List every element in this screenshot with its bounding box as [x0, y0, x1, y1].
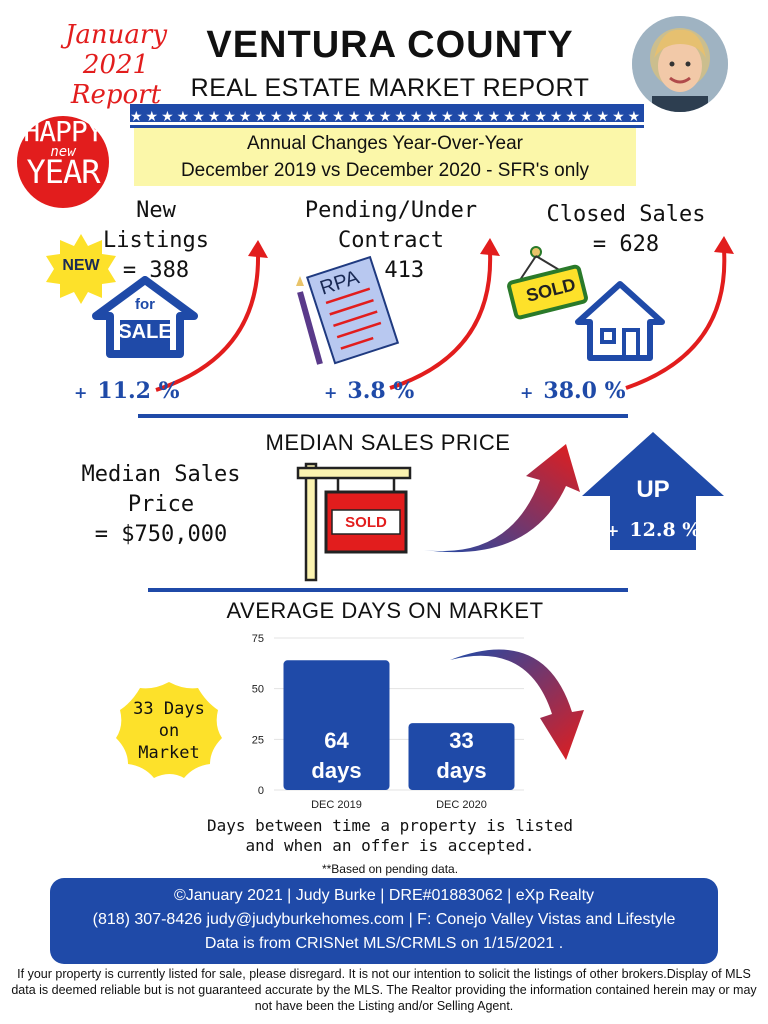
for-sale-house-icon: for SALE	[92, 276, 198, 358]
growth-arrow-icon	[384, 234, 514, 394]
dom-section-title: AVERAGE DAYS ON MARKET	[226, 598, 544, 623]
bar-dec-2019	[283, 660, 390, 790]
pending-change-value: 3.8 %	[347, 378, 415, 404]
section-divider	[138, 414, 628, 418]
footer-line1: ©January 2021 | Judy Burke | DRE#0188306…	[173, 887, 595, 904]
sale-text: SALE	[118, 321, 172, 343]
x-tick-label: DEC 2020	[436, 799, 487, 811]
avatar-photo	[632, 16, 728, 112]
pending-label: Pending/Under Contract	[304, 198, 478, 253]
page-title: VENTURA COUNTY	[206, 24, 574, 66]
house-outline-icon	[574, 278, 666, 362]
new-listings-change-value: 11.2 %	[97, 378, 180, 404]
report-date-line1: January 2021	[64, 20, 168, 80]
new-listings-change-sign: +	[74, 383, 88, 402]
section-divider	[148, 588, 628, 592]
new-listings-label: New Listings	[103, 198, 209, 253]
dom-caption-line2: and when an offer is accepted.	[245, 836, 535, 855]
bar-value-label: 33	[449, 728, 473, 753]
sold-post-sign-icon: SOLD	[294, 458, 414, 582]
new-listings-change: +11.2 %	[74, 378, 180, 404]
new-listings-stat: New Listings = 388	[86, 196, 226, 286]
new-starburst-icon: NEW	[44, 232, 118, 306]
pending-change: +3.8 %	[324, 378, 414, 404]
median-price-label: Median Sales Price	[81, 462, 241, 517]
closed-sales-stat: Closed Sales = 628	[546, 200, 706, 260]
closed-sales-change-sign: +	[520, 383, 534, 402]
sold-sign-icon: SOLD	[506, 244, 590, 324]
down-arrow-icon	[448, 644, 588, 764]
happy-text: HAPPY	[23, 115, 103, 148]
badge-line3: Market	[138, 743, 200, 763]
contract-document-icon: RPA	[290, 252, 410, 372]
dom-caption: Days between time a property is listed a…	[180, 816, 600, 856]
growth-arrow-icon	[150, 236, 280, 396]
median-change-value: 12.8 %	[629, 519, 701, 541]
closed-sales-change: +38.0 %	[520, 378, 626, 404]
bar-unit-label: days	[311, 758, 361, 783]
closed-sales-label: Closed Sales	[546, 202, 706, 227]
dom-caption-line1: Days between time a property is listed	[206, 816, 574, 835]
dom-bar-chart: 0 25 50 75 64 days DEC 2019 33 days DEC 2020	[240, 628, 540, 818]
growth-arrow-icon	[620, 232, 750, 394]
new-listings-value: = 388	[122, 258, 190, 283]
median-change: +12.8 %	[606, 516, 716, 542]
banner-line1: Annual Changes Year-Over-Year	[246, 133, 524, 154]
bar-unit-label: days	[436, 758, 486, 783]
badge-line1: 33 Days	[133, 699, 205, 719]
footer-banner: ©January 2021 | Judy Burke | DRE#0188306…	[50, 878, 718, 964]
stars-banner: ★★★★★★★★★★★★★★★★★★★★★★★★★★★★★★★★★★★★★★★★	[130, 104, 644, 128]
median-section-title: MEDIAN SALES PRICE	[265, 430, 511, 455]
bar-dec-2020	[408, 723, 515, 790]
dom-note: **Based on pending data.	[321, 862, 459, 876]
badge-line2: on	[158, 721, 180, 741]
footer-line2: (818) 307-8426 judy@judyburkehomes.com |…	[92, 911, 676, 928]
year-text: YEAR	[26, 153, 100, 191]
days-on-market-badge: 33 Days on Market	[114, 680, 224, 784]
new-badge-text: NEW	[62, 257, 100, 274]
up-arrow-icon: UP +12.8 %	[580, 430, 726, 552]
growth-arrow-icon	[420, 440, 590, 570]
median-change-sign: +	[606, 521, 620, 540]
y-tick-label: 50	[252, 684, 264, 696]
for-text: for	[135, 296, 155, 313]
up-label: UP	[636, 476, 670, 503]
banner-line2: December 2019 vs December 2020 - SFR's o…	[180, 160, 590, 181]
days-on-market-badge-text: 33 Days on Market	[114, 698, 224, 764]
median-price-value: = $750,000	[94, 522, 228, 547]
page-subtitle: REAL ESTATE MARKET REPORT	[190, 74, 590, 102]
closed-sales-change-value: 38.0 %	[543, 378, 626, 404]
median-sold-text: SOLD	[345, 514, 387, 531]
disclaimer-text: If your property is currently listed for…	[11, 967, 757, 1013]
bar-value-label: 64	[324, 728, 349, 753]
y-tick-label: 25	[252, 734, 264, 746]
y-tick-label: 0	[258, 785, 264, 797]
happy-new-year-badge: HAPPY new YEAR	[14, 114, 112, 210]
y-tick-label: 75	[252, 633, 264, 645]
pending-stat: Pending/Under Contract = 413	[266, 196, 516, 286]
median-price-stat: Median Sales Price = $750,000	[56, 460, 266, 550]
dom-chart-svg: 0 25 50 75 64 days DEC 2019 33 days DEC 2020	[252, 633, 524, 811]
footer-line3: Data is from CRISNet MLS/CRMLS on 1/15/2…	[204, 935, 564, 952]
closed-sales-value: = 628	[592, 232, 660, 257]
comparison-banner: Annual Changes Year-Over-Year December 2…	[134, 128, 636, 186]
pending-change-sign: +	[324, 383, 338, 402]
new-text: new	[50, 144, 76, 160]
x-tick-label: DEC 2019	[311, 799, 362, 811]
